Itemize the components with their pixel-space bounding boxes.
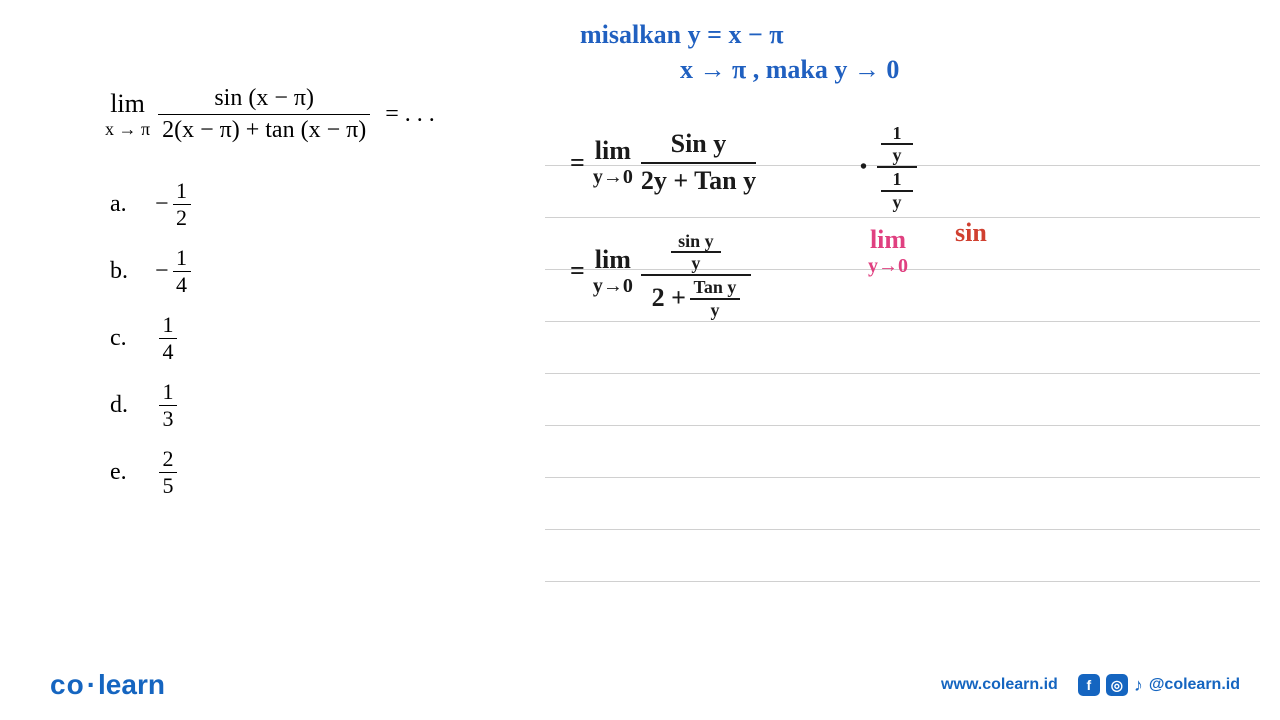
option-sign: − — [155, 191, 169, 218]
fraction-denominator: 2(x − π) + tan (x − π) — [158, 117, 370, 144]
logo: co·learn — [50, 669, 165, 701]
work-step-1: = lim y→0 Sin y 2y + Tan y — [570, 130, 756, 195]
work-step-2: = lim y→0 sin y y 2 + Tan y y — [570, 225, 751, 318]
website-url: www.colearn.id — [941, 676, 1058, 694]
social-handle: @colearn.id — [1149, 676, 1240, 694]
option-d: d. 1 3 — [110, 381, 191, 430]
option-label: e. — [110, 459, 155, 486]
instagram-icon: ◎ — [1106, 674, 1128, 696]
option-sign: − — [155, 258, 169, 285]
option-label: c. — [110, 325, 155, 352]
option-label: d. — [110, 392, 155, 419]
note-pink-lim: lim y→0 — [860, 225, 916, 278]
option-a: a. − 1 2 — [110, 180, 191, 229]
equals-dots: = . . . — [385, 101, 435, 128]
note-xpi: x → π , maka y → 0 — [680, 55, 899, 85]
limit-text: lim — [110, 89, 145, 119]
option-label: b. — [110, 258, 155, 285]
limit-subscript: x → π — [105, 119, 150, 140]
note-substitution: misalkan y = x − π — [580, 20, 784, 50]
facebook-icon: f — [1078, 674, 1100, 696]
work-step-1-multiplier: • 1 y 1 y — [850, 125, 917, 210]
option-c: c. 1 4 — [110, 314, 191, 363]
main-fraction: sin (x − π) 2(x − π) + tan (x − π) — [158, 85, 370, 144]
option-label: a. — [110, 191, 155, 218]
answer-options: a. − 1 2 b. − 1 4 c. 1 4 — [110, 180, 191, 515]
footer: co·learn www.colearn.id f ◎ ♪ @colearn.i… — [0, 660, 1280, 720]
fraction-numerator: sin (x − π) — [210, 85, 318, 112]
limit-expression: lim x → π — [105, 89, 150, 140]
option-e: e. 2 5 — [110, 448, 191, 497]
tiktok-icon: ♪ — [1134, 675, 1143, 696]
problem-statement: lim x → π sin (x − π) 2(x − π) + tan (x … — [105, 85, 435, 144]
option-b: b. − 1 4 — [110, 247, 191, 296]
note-red-sin: sin — [955, 218, 987, 248]
social-links: f ◎ ♪ @colearn.id — [1078, 674, 1240, 696]
